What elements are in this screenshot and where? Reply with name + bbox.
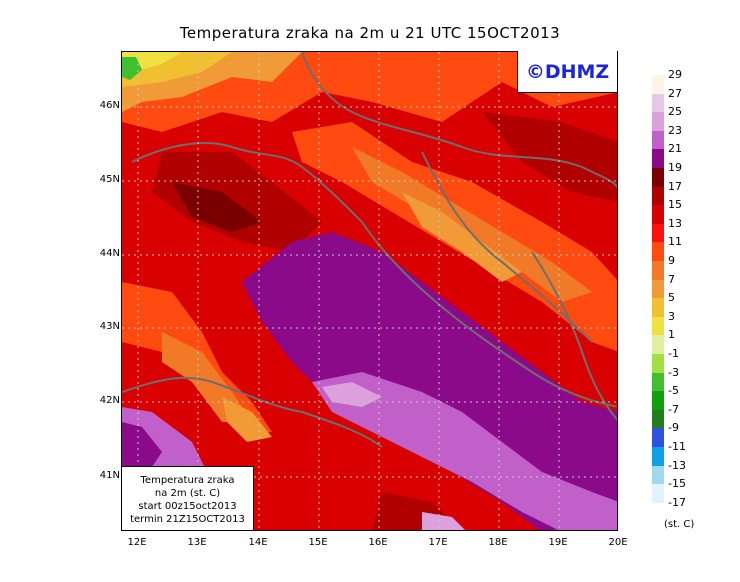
map-title: Temperatura zraka na 2m u 21 UTC 15OCT20… (179, 24, 561, 42)
legend-swatch (652, 186, 664, 206)
legend-label: 21 (668, 142, 682, 156)
legend-swatch (652, 242, 664, 262)
legend-label: 17 (668, 179, 682, 193)
legend-swatch (652, 428, 664, 448)
legend-swatch (652, 149, 664, 169)
legend-swatch (652, 168, 664, 188)
legend-label: 23 (668, 123, 682, 137)
legend-swatch (652, 335, 664, 355)
legend-swatch (652, 372, 664, 392)
legend-label: 27 (668, 86, 682, 100)
info-line-3: start 00z15oct2013 (138, 501, 237, 512)
x-tick-12e: 12E (127, 537, 147, 548)
legend-label: 3 (668, 309, 675, 323)
legend-label: 9 (668, 254, 675, 267)
y-tick-42n: 42N (99, 395, 120, 406)
temperature-map (121, 51, 618, 531)
legend-label: 5 (668, 291, 675, 305)
y-tick-43n: 43N (99, 321, 120, 332)
legend-swatch (652, 447, 664, 467)
x-tick-17e: 17E (428, 537, 448, 548)
legend-label: 7 (668, 272, 675, 286)
legend-swatch (652, 112, 664, 132)
legend-swatch (652, 93, 664, 113)
legend-label: -17 (668, 495, 686, 509)
legend-swatch (652, 484, 664, 504)
legend-label: -15 (668, 477, 686, 491)
x-tick-13e: 13E (187, 537, 207, 548)
legend-label: 19 (668, 161, 682, 174)
legend-swatch (652, 298, 664, 318)
x-tick-15e: 15E (308, 537, 328, 548)
x-tick-19e: 19E (548, 537, 568, 548)
legend-swatch (652, 130, 664, 150)
x-tick-14e: 14E (248, 537, 268, 548)
info-line-1: Temperatura zraka (140, 475, 235, 486)
legend-swatch (652, 205, 664, 225)
legend-label: 11 (668, 235, 682, 249)
legend-label: -9 (668, 421, 679, 435)
legend-swatch (652, 354, 664, 374)
legend-label: -7 (668, 402, 679, 416)
legend-label: -3 (668, 365, 679, 379)
info-line-4: termin 21Z15OCT2013 (130, 514, 245, 525)
y-tick-44n: 44N (99, 248, 120, 259)
legend-swatch (652, 316, 664, 336)
legend-label: -5 (668, 384, 679, 398)
legend-swatch (652, 409, 664, 429)
legend-swatch (652, 279, 664, 299)
x-tick-16e: 16E (368, 537, 388, 548)
x-tick-20e: 20E (608, 537, 628, 548)
legend-label: 1 (668, 328, 675, 342)
legend-label: 15 (668, 198, 682, 212)
legend-swatch (652, 391, 664, 411)
dhmz-logo: ©DHMZ (517, 51, 617, 93)
y-tick-46n: 46N (99, 100, 120, 111)
legend-label: 29 (668, 68, 682, 81)
legend-label: -11 (668, 440, 686, 453)
legend-swatch (652, 465, 664, 485)
legend-swatch (652, 261, 664, 281)
legend-unit: (st. C) (664, 519, 695, 530)
y-tick-45n: 45N (99, 174, 120, 185)
x-tick-18e: 18E (488, 537, 508, 548)
legend-label: -1 (668, 347, 679, 360)
legend-label: 25 (668, 105, 682, 119)
legend-swatch (652, 75, 664, 95)
legend-swatch (652, 223, 664, 243)
temperature-field (122, 52, 617, 530)
graticule (122, 52, 617, 530)
y-tick-41n: 41N (99, 470, 120, 481)
legend-label: -13 (668, 458, 686, 472)
info-box: Temperatura zraka na 2m (st. C) start 00… (122, 466, 254, 530)
info-line-2: na 2m (st. C) (154, 488, 221, 499)
legend-label: 13 (668, 216, 682, 230)
